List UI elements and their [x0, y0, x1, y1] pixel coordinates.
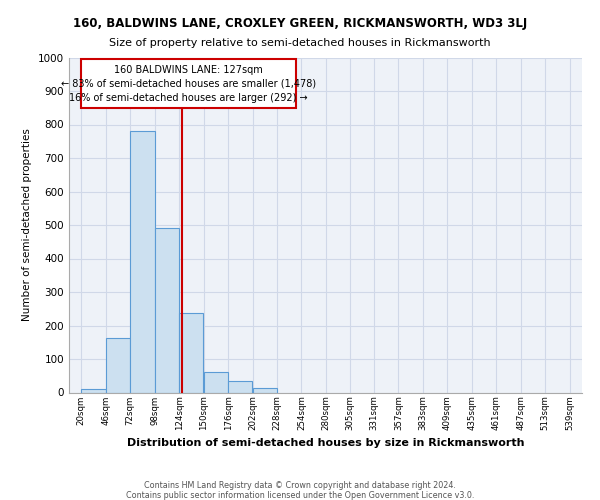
- X-axis label: Distribution of semi-detached houses by size in Rickmansworth: Distribution of semi-detached houses by …: [127, 438, 524, 448]
- Bar: [81, 59, 296, 108]
- Bar: [253, 388, 277, 392]
- Text: ← 83% of semi-detached houses are smaller (1,478): ← 83% of semi-detached houses are smalle…: [61, 79, 316, 89]
- Text: 16% of semi-detached houses are larger (292) →: 16% of semi-detached houses are larger (…: [69, 92, 308, 102]
- Bar: [155, 228, 179, 392]
- Bar: [179, 313, 203, 392]
- Bar: [204, 372, 228, 392]
- Text: 160 BALDWINS LANE: 127sqm: 160 BALDWINS LANE: 127sqm: [114, 65, 263, 75]
- Bar: [228, 382, 253, 392]
- Text: Contains public sector information licensed under the Open Government Licence v3: Contains public sector information licen…: [126, 492, 474, 500]
- Bar: [130, 130, 155, 392]
- Y-axis label: Number of semi-detached properties: Number of semi-detached properties: [22, 128, 32, 322]
- Bar: [82, 389, 106, 392]
- Bar: [106, 338, 130, 392]
- Text: Contains HM Land Registry data © Crown copyright and database right 2024.: Contains HM Land Registry data © Crown c…: [144, 482, 456, 490]
- Text: Size of property relative to semi-detached houses in Rickmansworth: Size of property relative to semi-detach…: [109, 38, 491, 48]
- Text: 160, BALDWINS LANE, CROXLEY GREEN, RICKMANSWORTH, WD3 3LJ: 160, BALDWINS LANE, CROXLEY GREEN, RICKM…: [73, 18, 527, 30]
